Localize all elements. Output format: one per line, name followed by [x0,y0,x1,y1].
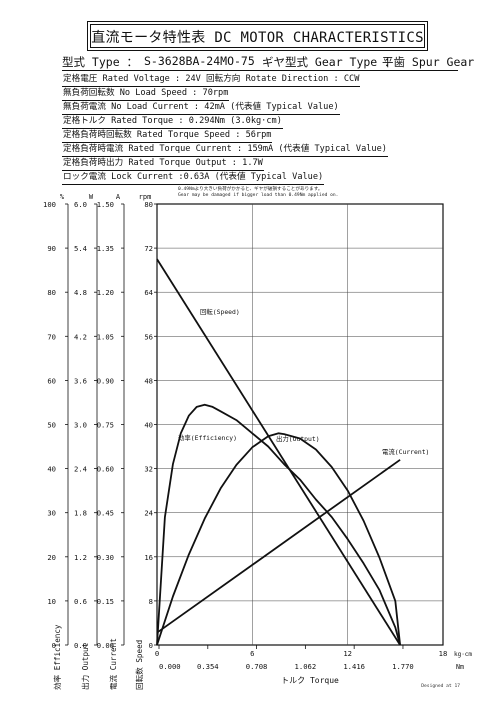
x-tick-label-nm: 0.000 [159,662,181,671]
x-tick-label-nm: 1.416 [343,662,365,671]
model-value: S-3628BA-24MO-75 [144,54,255,68]
gear-type-label: ギヤ型式 Gear Type ： [262,55,396,69]
y-tick-label: 0.15 [97,597,114,606]
x-tick-label-nm: 0.354 [197,662,219,671]
y-axis-unit: rpm [139,193,152,201]
series-label: 効率(Efficiency) [178,433,237,442]
series-label: 電流(Current) [382,447,429,456]
y-tick-label: 72 [144,244,153,253]
x-tick-label-nm: 1.770 [392,662,414,671]
y-tick-label: 3.0 [74,421,87,430]
y-tick-label: 30 [47,509,56,518]
y-tick-label: 0.00 [97,641,114,650]
y-tick-label: 50 [47,421,56,430]
y-tick-label: 40 [144,421,153,430]
y-tick-label: 56 [144,332,153,341]
y-tick-label: 1.05 [97,332,114,341]
y-tick-label: 0.45 [97,509,114,518]
spec-rated-torque-current: 定格負荷時電流 Rated Torque Current : 159mA (代表… [62,143,388,157]
spec-no-load-speed: 無負荷回転数 No Load Speed : 70rpm [62,87,230,101]
y-axis-unit: W [89,193,94,201]
y-tick-label: 5.4 [74,244,87,253]
spec-no-load-current: 無負荷電流 No Load Current : 42mA (代表値 Typica… [62,101,340,115]
y-tick-label: 48 [144,376,153,385]
x-tick-label-nm: 1.062 [295,662,317,671]
y-axis-unit: A [116,193,121,201]
y-tick-label: 1.35 [97,244,114,253]
y-tick-label: 70 [47,332,56,341]
y-tick-label: 32 [144,465,153,474]
y-tick-label: 1.8 [74,509,87,518]
gear-type-value: 平歯 Spur Gear [382,55,475,69]
y-tick-label: 4.2 [74,332,87,341]
y-tick-label: 20 [47,553,56,562]
y-tick-label: 0.60 [97,465,114,474]
y-tick-label: 3.6 [74,376,87,385]
speed-curve [156,258,401,646]
y-axis-unit: % [60,193,65,201]
x-tick-label-kgcm: 6 [250,649,254,658]
y-tick-label: 2.4 [74,465,87,474]
y-tick-label: 0.0 [74,641,87,650]
y-axis-title: 効率 Efficiency [52,624,62,690]
y-axis-title: 回転数 Speed [134,640,144,690]
spec-rated-torque-speed: 定格負荷時回転数 Rated Torque Speed : 56rpm [62,129,273,143]
series-label: 回転(Speed) [200,308,240,316]
y-tick-label: 24 [144,509,153,518]
y-tick-label: 1.20 [97,288,114,297]
efficiency-curve [156,403,401,646]
x-axis-title: トルク Torque [281,676,339,685]
y-tick-label: 60 [47,376,56,385]
series-label: 出力(Output) [276,434,320,443]
y-tick-label: 80 [47,288,56,297]
y-tick-label: 40 [47,465,56,474]
output-curve [156,432,401,646]
spec-rated-torque-output: 定格負荷時出力 Rated Torque Output : 1.7W [62,157,264,171]
y-tick-label: 0.30 [97,553,114,562]
x-tick-label-nm: 0.708 [246,662,268,671]
spec-rated-voltage: 定格電圧 Rated Voltage : 24V 回転方向 Rotate Dir… [62,73,361,87]
y-tick-label: 0.75 [97,421,114,430]
y-tick-label: 1.50 [97,200,114,209]
spec-lock-current: ロック電流 Lock Current :0.63A (代表値 Typical V… [62,171,325,185]
y-tick-label: 4.8 [74,288,87,297]
y-tick-label: 6.0 [74,200,87,209]
y-tick-label: 0 [149,641,153,650]
x-tick-label-kgcm: 0 [155,649,159,658]
y-tick-label: 90 [47,244,56,253]
x-unit-nm: Nm [456,663,464,671]
model-row: 型式 Type ： S-3628BA-24MO-75 ギヤ型式 Gear Typ… [62,54,474,71]
y-tick-label: 10 [47,597,56,606]
chart-title: 直流モータ特性表 DC MOTOR CHARACTERISTICS [91,30,424,46]
gear-warning-en: Gear may be damaged if bigger load than … [178,193,339,198]
spec-rated-torque: 定格トルク Rated Torque : 0.294Nm (3.0kg·cm) [62,115,283,129]
y-tick-label: 8 [149,597,153,606]
y-tick-label: 0.90 [97,376,114,385]
y-tick-label: 16 [144,553,153,562]
y-tick-label: 0 [52,641,56,650]
title-frame: 直流モータ特性表 DC MOTOR CHARACTERISTICS [90,24,425,48]
x-tick-label-kgcm: 12 [343,649,352,658]
y-axis-title: 電流 Current [108,638,118,690]
x-tick-label-kgcm: 18 [439,649,448,658]
model-label: 型式 Type ： [62,55,139,69]
y-tick-label: 0.6 [74,597,87,606]
current-curve [156,459,401,634]
y-tick-label: 80 [144,200,153,209]
designed-note: Designed at 17 [421,684,460,689]
y-tick-label: 100 [43,200,56,209]
y-tick-label: 64 [144,288,153,297]
gear-warning-ja: 0.49Nmより大きい負荷がかかると、ギヤが破損することがあります。 [178,187,323,192]
y-axis-title: 出力 Output [80,643,90,690]
y-tick-label: 1.2 [74,553,87,562]
x-unit-kgcm: kg·cm [454,651,472,658]
